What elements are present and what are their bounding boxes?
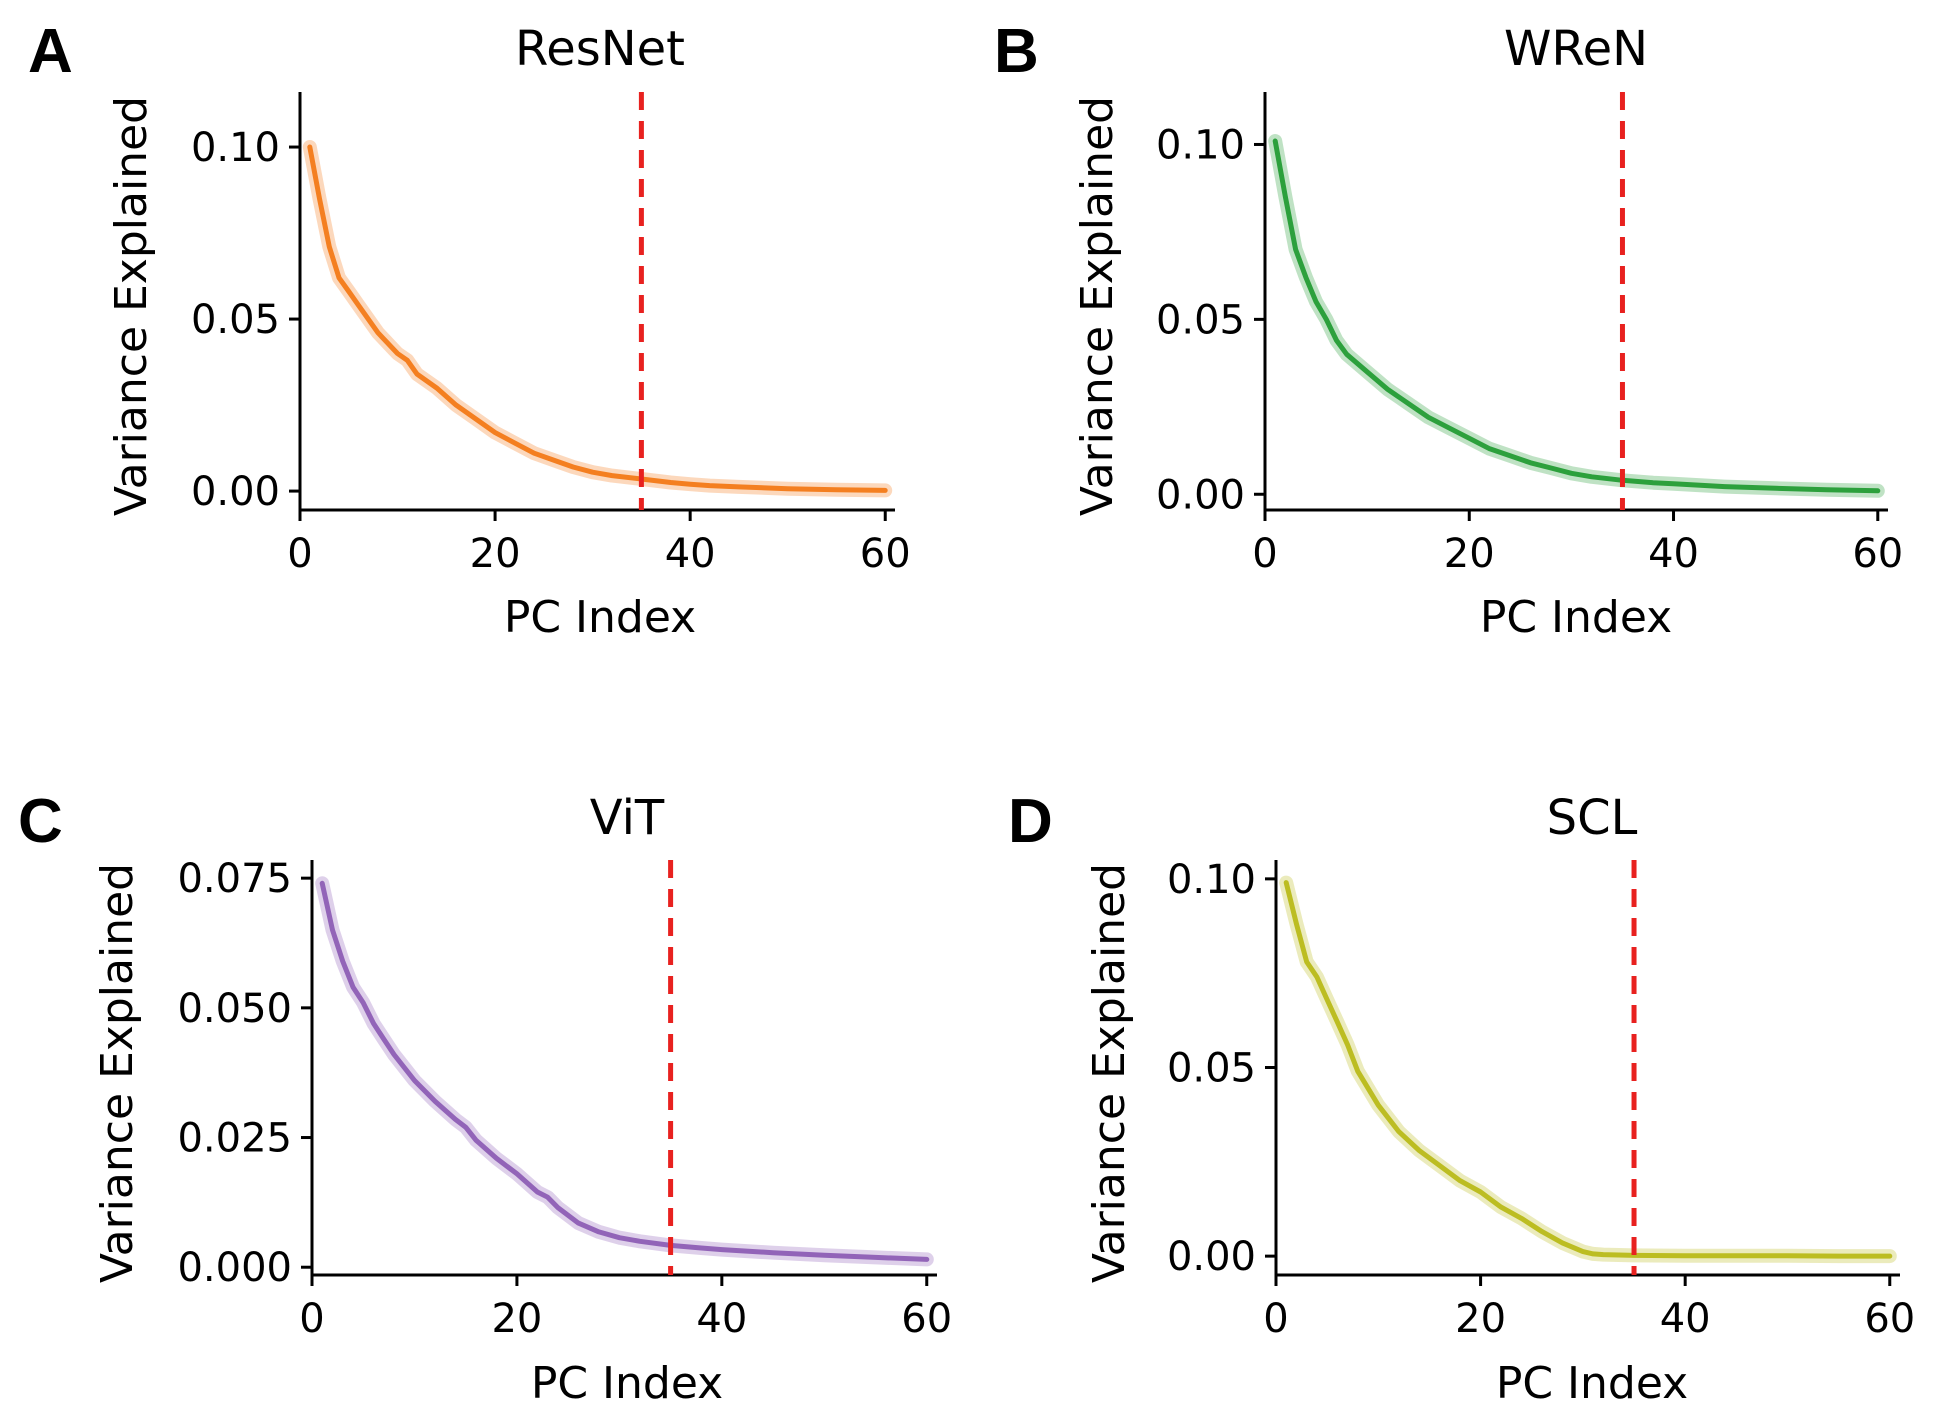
x-tick-label: 0	[299, 1296, 324, 1342]
x-tick-label: 20	[470, 531, 521, 577]
y-tick-label: 0.05	[1167, 1046, 1256, 1092]
x-axis-label: PC Index	[504, 592, 696, 643]
panel-letter: A	[28, 17, 73, 86]
x-axis-label: PC Index	[1496, 1358, 1688, 1409]
y-axis-label: Variance Explained	[92, 863, 143, 1283]
panel-b: B WReN Variance Explained PC Index 0 20 40…	[994, 17, 1903, 643]
x-tick-label: 0	[287, 531, 312, 577]
x-tick-label: 40	[696, 1296, 747, 1342]
x-tick-label: 40	[1660, 1296, 1711, 1342]
series-line	[1283, 880, 1893, 1259]
y-axis-label: Variance Explained	[1084, 863, 1135, 1283]
y-tick-label: 0.10	[191, 125, 280, 171]
panel-d: D SCL Variance Explained PC Index 0 20 40 6…	[1008, 787, 1915, 1409]
x-tick-label: 60	[901, 1296, 952, 1342]
chart-title: SCL	[1547, 790, 1638, 846]
x-tick-label: 40	[1648, 531, 1699, 577]
x-tick-label: 60	[1864, 1296, 1915, 1342]
chart-title: WReN	[1504, 21, 1648, 77]
series-confidence-band	[302, 140, 893, 498]
series-line	[1272, 138, 1881, 494]
y-tick-label: 0.05	[191, 297, 280, 343]
y-tick-label: 0.050	[177, 986, 292, 1032]
x-tick-label: 60	[1852, 531, 1903, 577]
x-tick-label: 60	[860, 531, 911, 577]
x-tick-label: 40	[665, 531, 716, 577]
chart-title: ViT	[590, 790, 665, 846]
x-tick-label: 20	[491, 1296, 542, 1342]
y-axis-label: Variance Explained	[1072, 96, 1123, 516]
panel-c: C ViT Variance Explained PC Index 0 20 40 6…	[18, 787, 952, 1409]
y-tick-label: 0.00	[1156, 472, 1245, 518]
y-tick-label: 0.10	[1167, 857, 1256, 903]
panel-a: A ResNet Variance Explained PC Index 0 20…	[28, 17, 911, 643]
series-confidence-band	[1268, 134, 1885, 498]
x-axis-label: PC Index	[1480, 592, 1672, 643]
panel-letter: B	[994, 17, 1039, 86]
series-line	[319, 880, 930, 1262]
x-axis-label: PC Index	[531, 1358, 723, 1409]
y-tick-label: 0.075	[177, 856, 292, 902]
x-tick-label: 20	[1444, 531, 1495, 577]
series-confidence-band	[315, 876, 934, 1267]
y-tick-label: 0.10	[1156, 122, 1245, 168]
panel-letter: D	[1008, 787, 1053, 856]
y-tick-label: 0.00	[1167, 1234, 1256, 1280]
y-tick-label: 0.025	[177, 1116, 292, 1162]
y-axis-label: Variance Explained	[106, 96, 157, 516]
x-tick-label: 20	[1455, 1296, 1506, 1342]
chart-title: ResNet	[515, 21, 685, 77]
series-line	[307, 144, 888, 493]
y-tick-label: 0.00	[191, 469, 280, 515]
x-tick-label: 0	[1252, 531, 1277, 577]
panel-letter: C	[18, 787, 63, 856]
x-tick-label: 0	[1263, 1296, 1288, 1342]
y-tick-label: 0.000	[177, 1245, 292, 1291]
series-confidence-band	[1279, 875, 1897, 1264]
y-tick-label: 0.05	[1156, 297, 1245, 343]
